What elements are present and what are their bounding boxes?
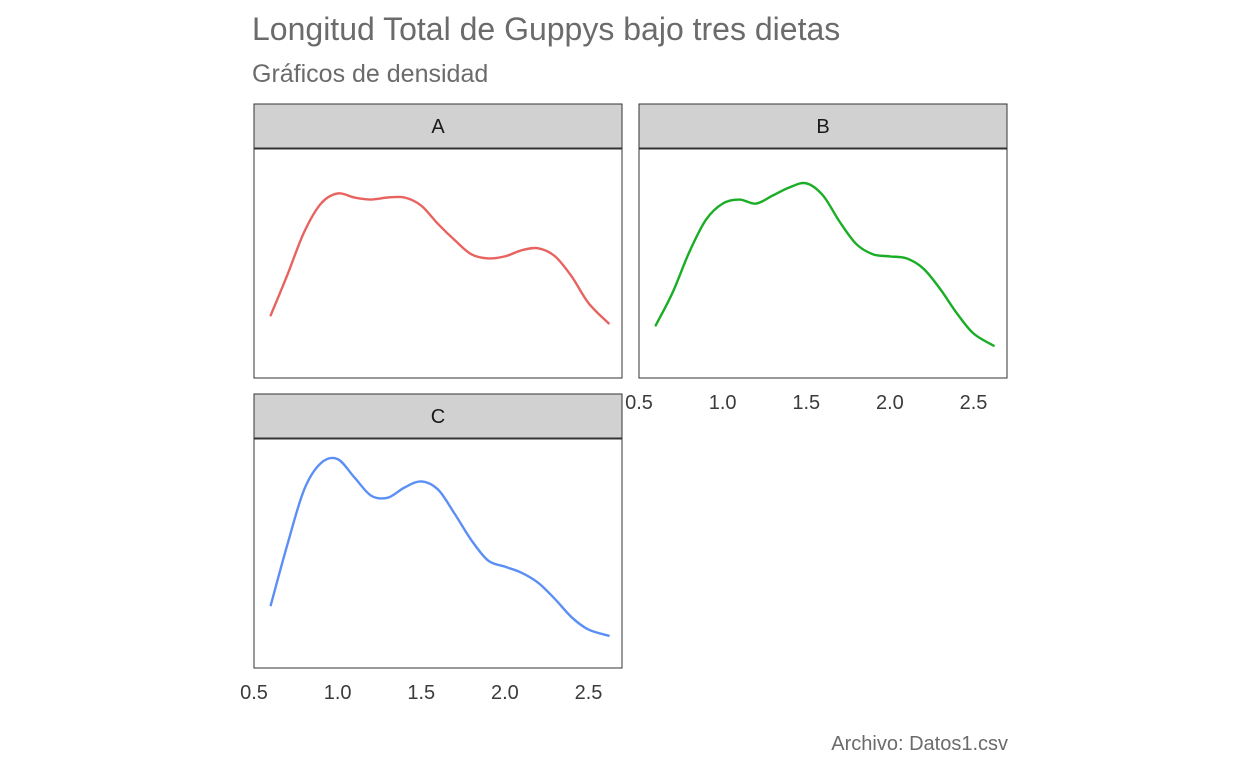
density-line-a: [269, 192, 610, 325]
density-line-c: [269, 456, 610, 637]
chart-title: Longitud Total de Guppys bajo tres dieta…: [252, 11, 840, 47]
facet-strip-label: C: [431, 406, 445, 428]
density-line-b: [654, 181, 995, 347]
chart-subtitle: Gráficos de densidad: [252, 60, 488, 88]
facet-panels: A B 0.5 1.0 1.5 2.0 2.5 C 0.5 1.0 1.5 2.0 2.5: [240, 103, 1008, 704]
x-tick-label: 1.5: [407, 682, 435, 704]
x-tick-label: 1.0: [709, 392, 737, 414]
x-tick-label: 2.0: [876, 392, 904, 414]
facet-strip-label: A: [431, 116, 445, 138]
x-tick-label: 1.5: [792, 392, 820, 414]
facet-strip-b: [638, 103, 1008, 149]
facet-panel-a: A: [253, 103, 623, 379]
facet-panel-b: B 0.5 1.0 1.5 2.0 2.5: [625, 103, 1008, 414]
x-tick-label: 0.5: [625, 392, 653, 414]
x-tick-label: 1.0: [324, 682, 352, 704]
facet-panel-c: C 0.5 1.0 1.5 2.0 2.5: [240, 393, 623, 704]
facet-strip-a: [253, 103, 623, 149]
facet-strip-c: [253, 393, 623, 439]
plot-panel-border: [253, 148, 623, 379]
plot-panel-border: [253, 438, 623, 669]
x-tick-label: 0.5: [240, 682, 268, 704]
x-tick-label: 2.0: [491, 682, 519, 704]
x-tick-label: 2.5: [960, 392, 988, 414]
facet-strip-label: B: [816, 116, 829, 138]
chart-caption: Archivo: Datos1.csv: [831, 733, 1008, 755]
plot-panel-border: [638, 148, 1008, 379]
x-tick-label: 2.5: [575, 682, 603, 704]
